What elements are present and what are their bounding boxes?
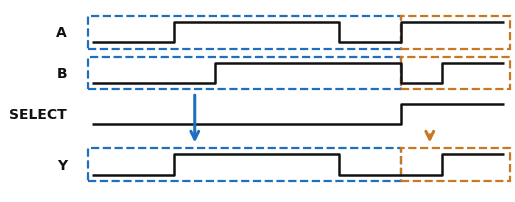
Bar (401, 17, 510, 49)
Bar (88, 149, 401, 181)
Text: B: B (56, 67, 67, 81)
Bar (88, 57, 401, 90)
Text: SELECT: SELECT (9, 107, 67, 121)
Bar (88, 17, 401, 49)
Text: Y: Y (57, 158, 67, 172)
Bar (401, 57, 510, 90)
Bar (401, 149, 510, 181)
Text: A: A (56, 26, 67, 40)
